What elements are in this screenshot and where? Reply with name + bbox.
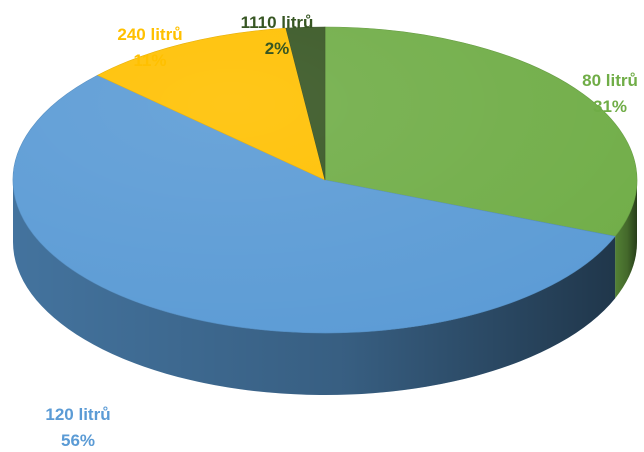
data-labels: 80 litrů 31% 120 litrů 56% 240 litrů 11% 1110 …	[45, 13, 637, 450]
data-label-80-litru: 80 litrů	[582, 71, 638, 90]
data-label-240-litru: 240 litrů	[117, 25, 182, 44]
pie-top-gloss	[13, 27, 637, 333]
data-label-percent-240-litru: 11%	[133, 51, 166, 70]
data-label-percent-80-litru: 31%	[593, 97, 627, 116]
data-label-1110-litru: 1110 litrů	[241, 13, 314, 32]
pie-top	[12, 26, 638, 334]
slice-side-shade-120-litru	[12, 180, 616, 396]
data-label-percent-1110-litru: 2%	[265, 39, 290, 58]
data-label-percent-120-litru: 56%	[61, 431, 95, 450]
data-label-120-litru: 120 litrů	[45, 405, 110, 424]
